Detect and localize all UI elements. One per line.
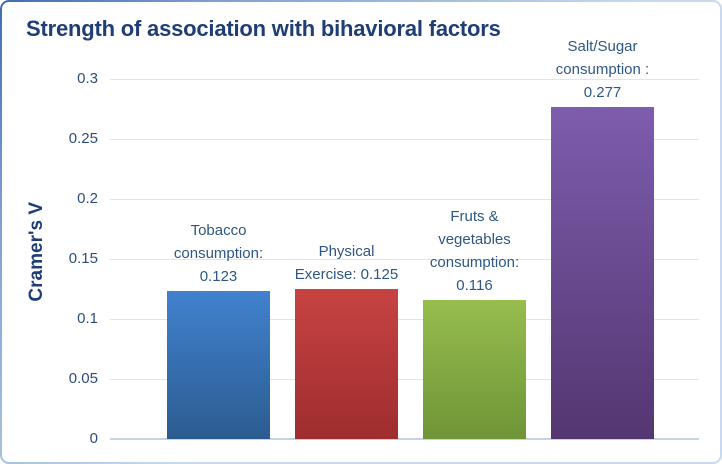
- bar-data-label-line: 0.116: [456, 276, 493, 294]
- plot-area: Tobacco consumption: 0.123 Physical Exercise…: [110, 38, 699, 440]
- bar-data-label-line: consumption:: [429, 253, 520, 271]
- bar-data-label-line: 0.123: [199, 268, 238, 286]
- y-tick-label: 0.25: [68, 130, 98, 147]
- gridline: [110, 379, 699, 380]
- y-tick-label: 0: [89, 430, 98, 447]
- y-tick-label: 0.3: [77, 70, 98, 87]
- y-tick-label: 0.05: [68, 370, 98, 387]
- bar-data-label-line: Fruts &: [450, 207, 499, 225]
- bar-data-label: Fruts & vegetables consumption: 0.116: [390, 205, 560, 297]
- y-axis-ticks: 0 0.05 0.1 0.15 0.2 0.25 0.3: [2, 70, 98, 447]
- bar-data-label: Physical Exercise: 0.125: [262, 240, 432, 286]
- bar-data-label-line: Physical: [318, 243, 375, 260]
- gridline: [110, 319, 699, 320]
- x-axis-line: [110, 438, 699, 440]
- bar-tobacco-consumption: [167, 291, 270, 439]
- bar-data-label-line: consumption :: [555, 60, 650, 78]
- bar-data-label: Salt/Sugar consumption : 0.277: [518, 35, 688, 104]
- gridline: [110, 259, 699, 260]
- y-tick-label: 0.1: [77, 310, 98, 327]
- gridline: [110, 199, 699, 200]
- bar-physical-exercise: [295, 289, 398, 439]
- y-axis-title: Cramer's V: [26, 202, 47, 302]
- bar-data-label-line: 0.277: [583, 83, 622, 101]
- bar-data-label-line: consumption:: [173, 245, 264, 263]
- y-tick-label: 0.2: [77, 190, 98, 207]
- gridline: [110, 79, 699, 80]
- gridline: [110, 139, 699, 140]
- bar-data-label-line: Exercise: 0.125: [294, 266, 399, 283]
- bar-data-label-line: Salt/Sugar: [567, 37, 638, 55]
- bar-data-label-line: Tobacco: [190, 222, 247, 240]
- bar-salt-sugar-consumption: [551, 106, 654, 439]
- chart-title: Strength of association with bihavioral …: [26, 16, 501, 41]
- y-tick-label: 0.15: [68, 250, 98, 267]
- bar-data-label: Tobacco consumption: 0.123: [134, 219, 304, 288]
- bar-fruts-vegetables-consumption: [423, 299, 526, 439]
- bar-data-label-line: vegetables: [438, 230, 511, 248]
